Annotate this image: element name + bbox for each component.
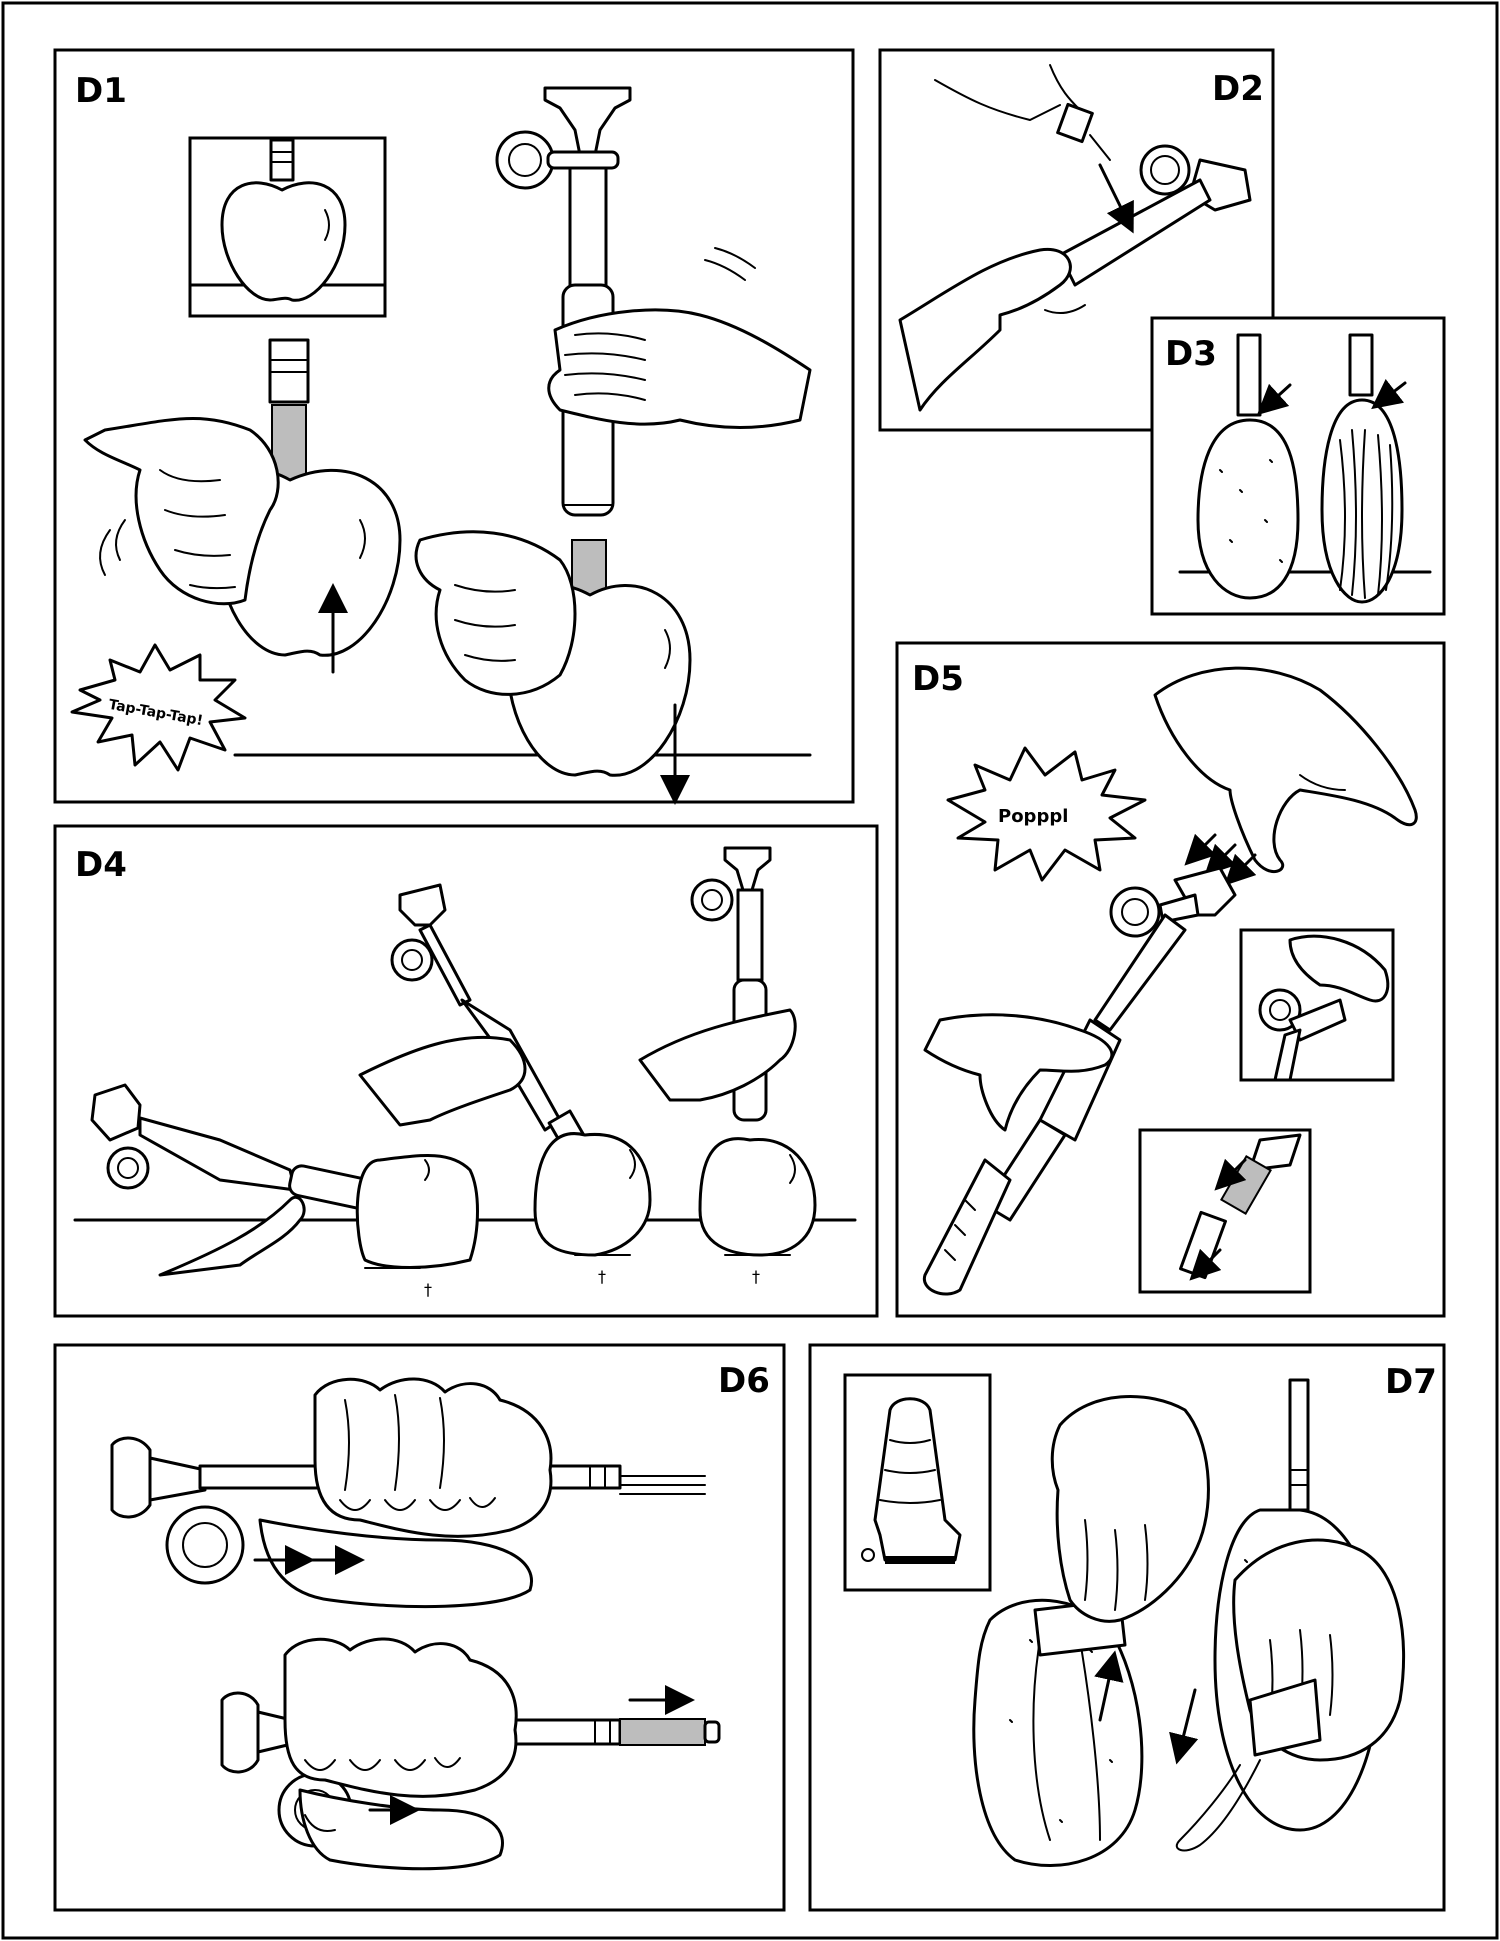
apple-inset <box>188 136 387 318</box>
left-apple-tapping <box>83 338 402 674</box>
panel-d1: D1 Tap-Tap-Tap! <box>53 48 855 805</box>
panel-d3: D3 <box>1150 316 1446 616</box>
pop-burst-text: Popppl <box>998 806 1068 827</box>
panel-d1-label: D1 <box>75 71 127 111</box>
panel-d7-label: D7 <box>1385 1362 1437 1402</box>
panel-d5-label: D5 <box>912 659 964 699</box>
panel-d5: D5 Popppl <box>895 641 1446 1318</box>
peeler-inset <box>843 1373 992 1592</box>
panel-d4: D4 † † † <box>53 824 879 1318</box>
corer-pushed <box>414 86 812 805</box>
d5-inset-bottom <box>1138 1128 1312 1294</box>
panel-d4-label: D4 <box>75 845 127 885</box>
panel-d7: D7 <box>808 1343 1446 1912</box>
d4-mark-2: † <box>598 1267 606 1286</box>
pop-burst: Popppl <box>946 746 1147 882</box>
d4-mark-1: † <box>424 1280 432 1299</box>
panel-d6-label: D6 <box>718 1361 770 1401</box>
d5-inset-top <box>1239 928 1395 1082</box>
tap-burst: Tap-Tap-Tap! <box>70 643 247 772</box>
panel-d6: D6 <box>53 1343 786 1912</box>
panel-d2-label: D2 <box>1212 69 1264 109</box>
d4-mark-3: † <box>752 1267 760 1286</box>
panel-d3-label: D3 <box>1165 334 1217 374</box>
